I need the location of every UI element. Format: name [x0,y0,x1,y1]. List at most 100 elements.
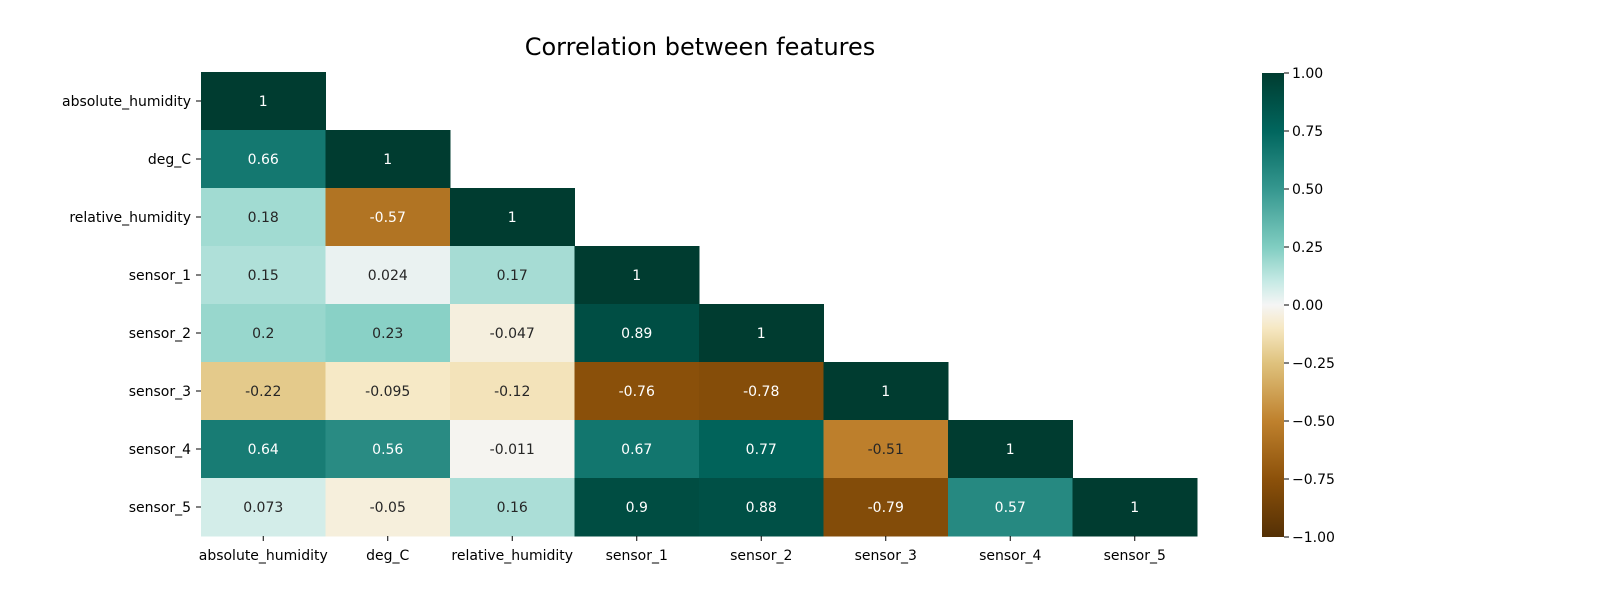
cell-value-label: -0.12 [494,384,530,400]
x-tick-label: sensor_5 [1104,548,1166,564]
cell-value-label: -0.51 [868,442,904,458]
cell-value-label: 0.77 [746,442,777,458]
y-axis: absolute_humidity deg_C relative_humiditys… [62,94,201,516]
heatmap-cell [948,420,1073,479]
colorbar: 1.00 0.75 0.50 0.25 0.00 −0.25 −0.50 −0.75 −1.00 [1262,66,1335,546]
cell-value-label: -0.095 [365,384,410,400]
y-tick-label: sensor_2 [129,326,191,342]
heatmap-cell [201,246,326,305]
heatmap-cell [574,304,700,363]
x-tick-label: sensor_2 [730,548,792,564]
cell-value-label: -0.22 [245,384,281,400]
cell-value-label: 0.89 [621,326,652,342]
heatmap-cell [450,478,575,537]
cell-value-label: 0.17 [497,268,528,284]
heatmap-cell [325,304,451,363]
heatmap-cell [325,478,451,537]
heatmap-cell [574,362,700,421]
cell-value-label: -0.047 [490,326,535,342]
cell-value-label: 0.18 [248,210,279,226]
heatmap-cell [574,478,700,537]
heatmap-cell [699,362,824,421]
heatmap-cell [450,188,575,247]
cell-value-label: 1 [259,94,268,110]
colorbar-tick-label: 0.25 [1292,240,1323,256]
heatmap-cell [201,130,326,189]
heatmap-cell [948,478,1073,537]
y-tick-label: deg_C [148,152,191,168]
heatmap-cell [699,478,824,537]
colorbar-tick-label: 0.00 [1292,298,1323,314]
chart-title: Correlation between features [525,33,876,61]
y-tick-label: sensor_3 [129,384,191,400]
cell-value-label: 1 [757,326,766,342]
cell-value-label: 1 [1006,442,1015,458]
heatmap-cell [450,246,575,305]
cell-value-label: 0.56 [372,442,403,458]
cell-value-label: 0.073 [243,500,283,516]
heatmap-cell [201,188,326,247]
heatmap-cell [325,246,451,305]
colorbar-tick-label: 1.00 [1292,66,1323,82]
heatmap-cell [325,362,451,421]
cell-value-label: 0.66 [248,152,279,168]
cell-value-label: 1 [508,210,517,226]
cell-value-label: 0.23 [372,326,403,342]
cell-value-label: 0.2 [252,326,274,342]
heatmap-cell [201,420,326,479]
cell-value-label: 0.9 [626,500,648,516]
colorbar-gradient [1262,73,1284,537]
heatmap-cell [823,478,949,537]
cell-value-label: -0.78 [743,384,779,400]
x-tick-label: sensor_4 [979,548,1041,564]
heatmap-cell [201,478,326,537]
heatmap-cell [450,304,575,363]
x-tick-label: absolute_humidity [199,548,328,564]
cell-value-label: -0.57 [370,210,406,226]
heatmap-cell [325,130,451,189]
heatmap-cell [823,362,949,421]
cell-value-label: 0.15 [248,268,279,284]
heatmap-cell [823,420,949,479]
heatmap-cell [1072,478,1198,537]
colorbar-tick-label: −0.25 [1292,356,1335,372]
heatmap-cell [574,420,700,479]
colorbar-tick-label: 0.75 [1292,124,1323,140]
heatmap-cell [574,246,700,305]
heatmap-cell [699,420,824,479]
cell-value-label: 0.024 [368,268,408,284]
heatmap-cell [450,420,575,479]
x-tick-label: sensor_1 [606,548,668,564]
x-tick-label: deg_C [366,548,409,564]
cell-value-label: -0.011 [490,442,535,458]
cell-value-label: -0.76 [619,384,655,400]
x-axis: absolute_humidity deg_C relative_humidity s… [199,536,1166,564]
cell-value-label: 1 [881,384,890,400]
colorbar-tick-label: 0.50 [1292,182,1323,198]
cell-value-label: 1 [1130,500,1139,516]
x-tick-label: relative_humidity [451,548,573,564]
y-tick-label: sensor_5 [129,500,191,516]
heatmap-cell [201,362,326,421]
cell-value-label: 0.57 [995,500,1026,516]
colorbar-tick-label: −0.75 [1292,472,1335,488]
colorbar-tick-label: −0.50 [1292,414,1335,430]
cell-value-label: -0.05 [370,500,406,516]
heatmap-cell [450,362,575,421]
cell-value-label: -0.79 [868,500,904,516]
cell-value-label: 0.88 [746,500,777,516]
x-tick-label: sensor_3 [855,548,917,564]
y-tick-label: absolute_humidity [62,94,191,110]
y-tick-label: sensor_1 [129,268,191,284]
cell-value-label: 0.64 [248,442,279,458]
heatmap-cell [201,304,326,363]
heatmap-cells: 1 0.66 1 0.18 -0.57 1 0.15 0.024 0.17 1 0.2 0.23 -0.… [201,72,1198,537]
heatmap-cell [325,420,451,479]
y-tick-label: relative_humidity [69,210,191,226]
cell-value-label: 0.16 [497,500,528,516]
heatmap-cell [201,72,326,131]
colorbar-tick-label: −1.00 [1292,530,1335,546]
cell-value-label: 1 [383,152,392,168]
cell-value-label: 1 [632,268,641,284]
